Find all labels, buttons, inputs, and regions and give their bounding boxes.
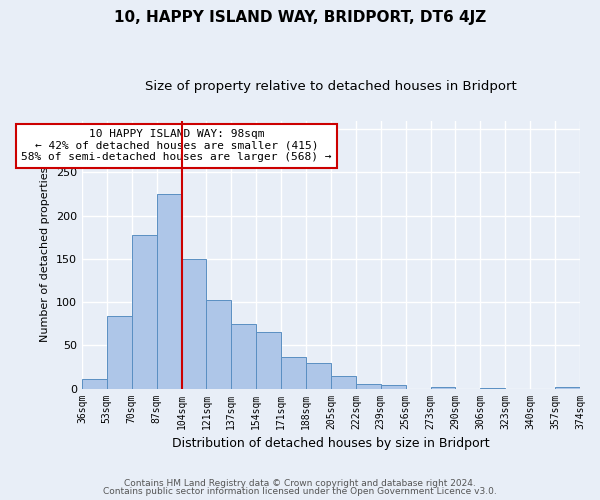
Bar [431, 387, 455, 388]
Text: Contains public sector information licensed under the Open Government Licence v3: Contains public sector information licen… [103, 487, 497, 496]
Bar [555, 387, 580, 388]
Bar [232, 324, 256, 388]
Text: 10, HAPPY ISLAND WAY, BRIDPORT, DT6 4JZ: 10, HAPPY ISLAND WAY, BRIDPORT, DT6 4JZ [114, 10, 486, 25]
Title: Size of property relative to detached houses in Bridport: Size of property relative to detached ho… [145, 80, 517, 93]
Text: 10 HAPPY ISLAND WAY: 98sqm
← 42% of detached houses are smaller (415)
58% of sem: 10 HAPPY ISLAND WAY: 98sqm ← 42% of deta… [21, 129, 332, 162]
Text: Contains HM Land Registry data © Crown copyright and database right 2024.: Contains HM Land Registry data © Crown c… [124, 478, 476, 488]
Bar [381, 385, 406, 388]
Bar [256, 332, 281, 388]
Bar [132, 234, 157, 388]
Bar [157, 194, 182, 388]
X-axis label: Distribution of detached houses by size in Bridport: Distribution of detached houses by size … [172, 437, 490, 450]
Bar [356, 384, 381, 388]
Bar [107, 316, 132, 388]
Bar [182, 259, 206, 388]
Bar [206, 300, 232, 388]
Bar [331, 376, 356, 388]
Bar [281, 358, 306, 388]
Y-axis label: Number of detached properties: Number of detached properties [40, 167, 50, 342]
Bar [306, 362, 331, 388]
Bar [82, 379, 107, 388]
